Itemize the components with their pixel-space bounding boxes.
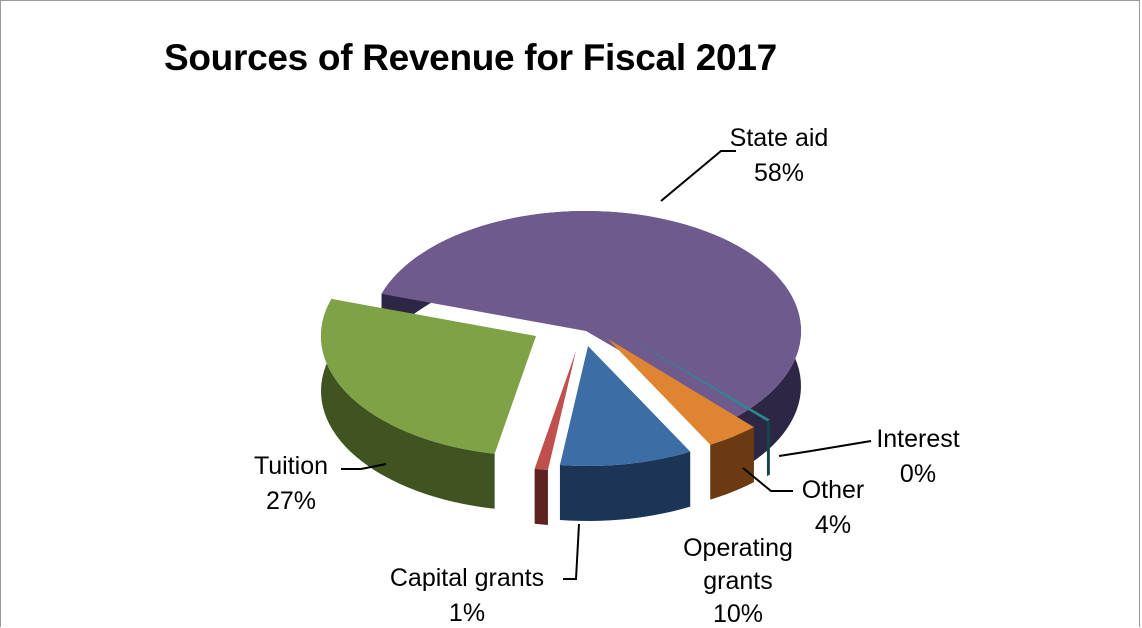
label-state-aid: State aid bbox=[730, 124, 829, 152]
slice-side-other bbox=[710, 427, 754, 500]
slice-state-aid bbox=[381, 211, 801, 418]
pct-tuition: 27% bbox=[266, 487, 316, 515]
pct-state-aid: 58% bbox=[754, 159, 804, 187]
label-tuition: Tuition bbox=[254, 452, 328, 480]
pct-other: 4% bbox=[815, 511, 851, 539]
chart-title: Sources of Revenue for Fiscal 2017 bbox=[164, 37, 777, 78]
slice-tuition bbox=[321, 298, 536, 454]
slice-tops bbox=[321, 211, 801, 470]
leader-line-state-aid bbox=[660, 150, 736, 202]
label-interest: Interest bbox=[876, 425, 959, 453]
leader-lines bbox=[341, 150, 872, 580]
leader-line-tuition bbox=[341, 463, 387, 470]
slice-side-interest bbox=[766, 419, 770, 477]
pct-interest: 0% bbox=[900, 460, 936, 488]
leader-line-capital-grants bbox=[563, 523, 580, 580]
slice-other bbox=[608, 339, 754, 445]
pct-operating-grants: 10% bbox=[713, 600, 763, 628]
leader-line-interest bbox=[778, 440, 872, 457]
slice-side-capital-grants bbox=[534, 468, 548, 525]
label-operating-grants-line2: grants bbox=[703, 567, 772, 595]
slice-interest bbox=[621, 333, 770, 422]
leader-line-other bbox=[742, 467, 793, 492]
slice-side-operating-grants bbox=[559, 451, 691, 521]
slice-capital-grants bbox=[534, 351, 576, 470]
slice-side-tuition bbox=[321, 298, 495, 509]
label-other: Other bbox=[802, 476, 865, 504]
slice-operating-grants bbox=[559, 346, 691, 466]
label-capital-grants: Capital grants bbox=[390, 564, 544, 592]
pct-capital-grants: 1% bbox=[449, 599, 485, 627]
label-operating-grants-line1: Operating bbox=[683, 534, 793, 562]
